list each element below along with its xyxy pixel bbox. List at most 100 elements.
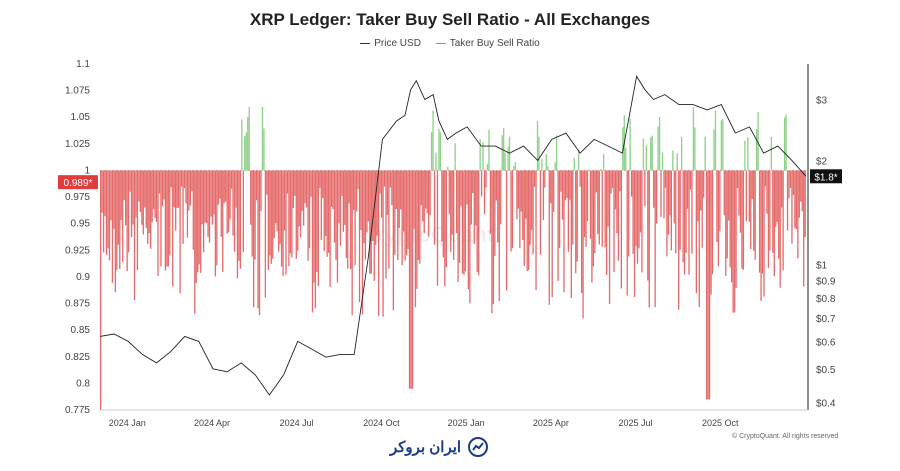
- price-line: [99, 75, 807, 396]
- ratio-bar: [530, 170, 533, 230]
- ratio-bar: [717, 170, 720, 267]
- ratio-bar: [536, 121, 539, 171]
- ratio-bar: [380, 170, 383, 218]
- ratio-bar: [382, 170, 384, 317]
- brand-logo: ایران بروکر: [390, 436, 489, 458]
- ratio-bar: [370, 170, 372, 274]
- ratio-bar: [122, 170, 124, 263]
- ratio-bar: [675, 170, 677, 254]
- ratio-bar: [385, 170, 387, 279]
- ratio-bars-layer: [100, 106, 806, 410]
- legend-price-swatch: [360, 42, 371, 44]
- ratio-bar: [610, 170, 612, 194]
- ratio-bar: [198, 170, 200, 265]
- left-tick-label: 0.975: [65, 192, 90, 203]
- ratio-bar: [685, 170, 687, 253]
- ratio-bar: [375, 170, 377, 245]
- ratio-bar: [316, 170, 318, 273]
- ratio-bar: [244, 135, 246, 171]
- ratio-bar: [260, 170, 262, 212]
- ratio-bar: [520, 170, 522, 212]
- ratio-bar: [145, 170, 147, 228]
- ratio-bar: [116, 170, 118, 270]
- ratio-bar: [591, 170, 593, 283]
- ratio-bar: [485, 170, 487, 188]
- ratio-bar: [402, 170, 405, 232]
- ratio-bar: [761, 170, 764, 274]
- ratio-bar: [297, 170, 299, 251]
- ratio-bar: [555, 135, 558, 171]
- x-tick-label: 2025 Apr: [533, 418, 569, 428]
- ratio-bar: [204, 170, 206, 223]
- ratio-bar: [350, 170, 352, 270]
- ratio-bar: [120, 170, 122, 221]
- ratio-bar: [494, 170, 496, 257]
- ratio-bar: [300, 170, 302, 238]
- ratio-bar: [686, 170, 689, 210]
- ratio-bar: [155, 170, 158, 222]
- ratio-bar: [126, 170, 128, 272]
- ratio-bar: [329, 170, 331, 287]
- ratio-bar: [635, 170, 637, 247]
- ratio-bar: [795, 170, 798, 230]
- ratio-bar: [355, 170, 358, 212]
- ratio-bar: [480, 170, 483, 197]
- ratio-bar: [501, 135, 503, 171]
- right-tick-label: $0.9: [816, 276, 836, 287]
- ratio-bar: [613, 170, 615, 272]
- ratio-bar: [594, 170, 596, 254]
- left-tick-label: 0.8: [76, 378, 90, 389]
- ratio-bar: [379, 170, 381, 194]
- ratio-bar: [438, 128, 440, 171]
- ratio-bar: [772, 170, 774, 253]
- ratio-bar: [388, 170, 390, 269]
- ratio-bar: [354, 170, 356, 266]
- ratio-bar: [308, 170, 311, 249]
- ratio-bar: [113, 170, 115, 229]
- ratio-bar: [692, 107, 695, 171]
- ratio-bar: [544, 170, 546, 188]
- ratio-bar: [676, 153, 678, 171]
- price-line-layer: [99, 75, 807, 396]
- ratio-bar: [420, 170, 422, 206]
- ratio-bar: [405, 170, 408, 256]
- ratio-bar: [654, 170, 656, 308]
- ratio-bar: [648, 170, 650, 308]
- ratio-bar: [311, 170, 314, 313]
- ratio-bar: [100, 170, 102, 410]
- ratio-bar: [469, 170, 471, 304]
- ratio-bar: [129, 170, 131, 192]
- ratio-bar: [408, 170, 411, 389]
- ratio-bar: [417, 170, 420, 260]
- ratio-bar: [625, 147, 627, 171]
- ratio-bar: [376, 170, 378, 236]
- ratio-bar: [711, 170, 714, 275]
- ratio-bar: [803, 170, 805, 287]
- ratio-bar: [389, 170, 392, 188]
- ratio-bar: [342, 170, 345, 232]
- ratio-bar: [108, 170, 111, 261]
- ratio-bar: [703, 170, 705, 198]
- ratio-bar: [603, 153, 605, 171]
- ratio-bar: [269, 170, 271, 256]
- ratio-bar: [769, 170, 771, 251]
- legend-ratio[interactable]: Taker Buy Sell Ratio: [435, 38, 540, 49]
- ratio-bar: [700, 170, 702, 211]
- ratio-bar: [553, 170, 555, 213]
- ratio-bar: [441, 170, 443, 242]
- ratio-bar: [110, 170, 112, 221]
- left-tick-label: 0.775: [65, 405, 90, 416]
- ratio-bar: [191, 170, 193, 192]
- x-tick-label: 2024 Jan: [109, 418, 146, 428]
- ratio-bar: [233, 170, 236, 252]
- ratio-bar: [605, 170, 608, 276]
- ratio-bar: [607, 170, 609, 227]
- ratio-bar: [250, 170, 252, 225]
- ratio-bar: [232, 170, 234, 236]
- legend-price[interactable]: Price USD: [360, 38, 421, 49]
- ratio-bar: [377, 170, 380, 316]
- ratio-bar: [695, 170, 698, 294]
- ratio-bar: [547, 166, 549, 171]
- ratio-bar: [642, 138, 645, 171]
- ratio-bar: [558, 170, 561, 248]
